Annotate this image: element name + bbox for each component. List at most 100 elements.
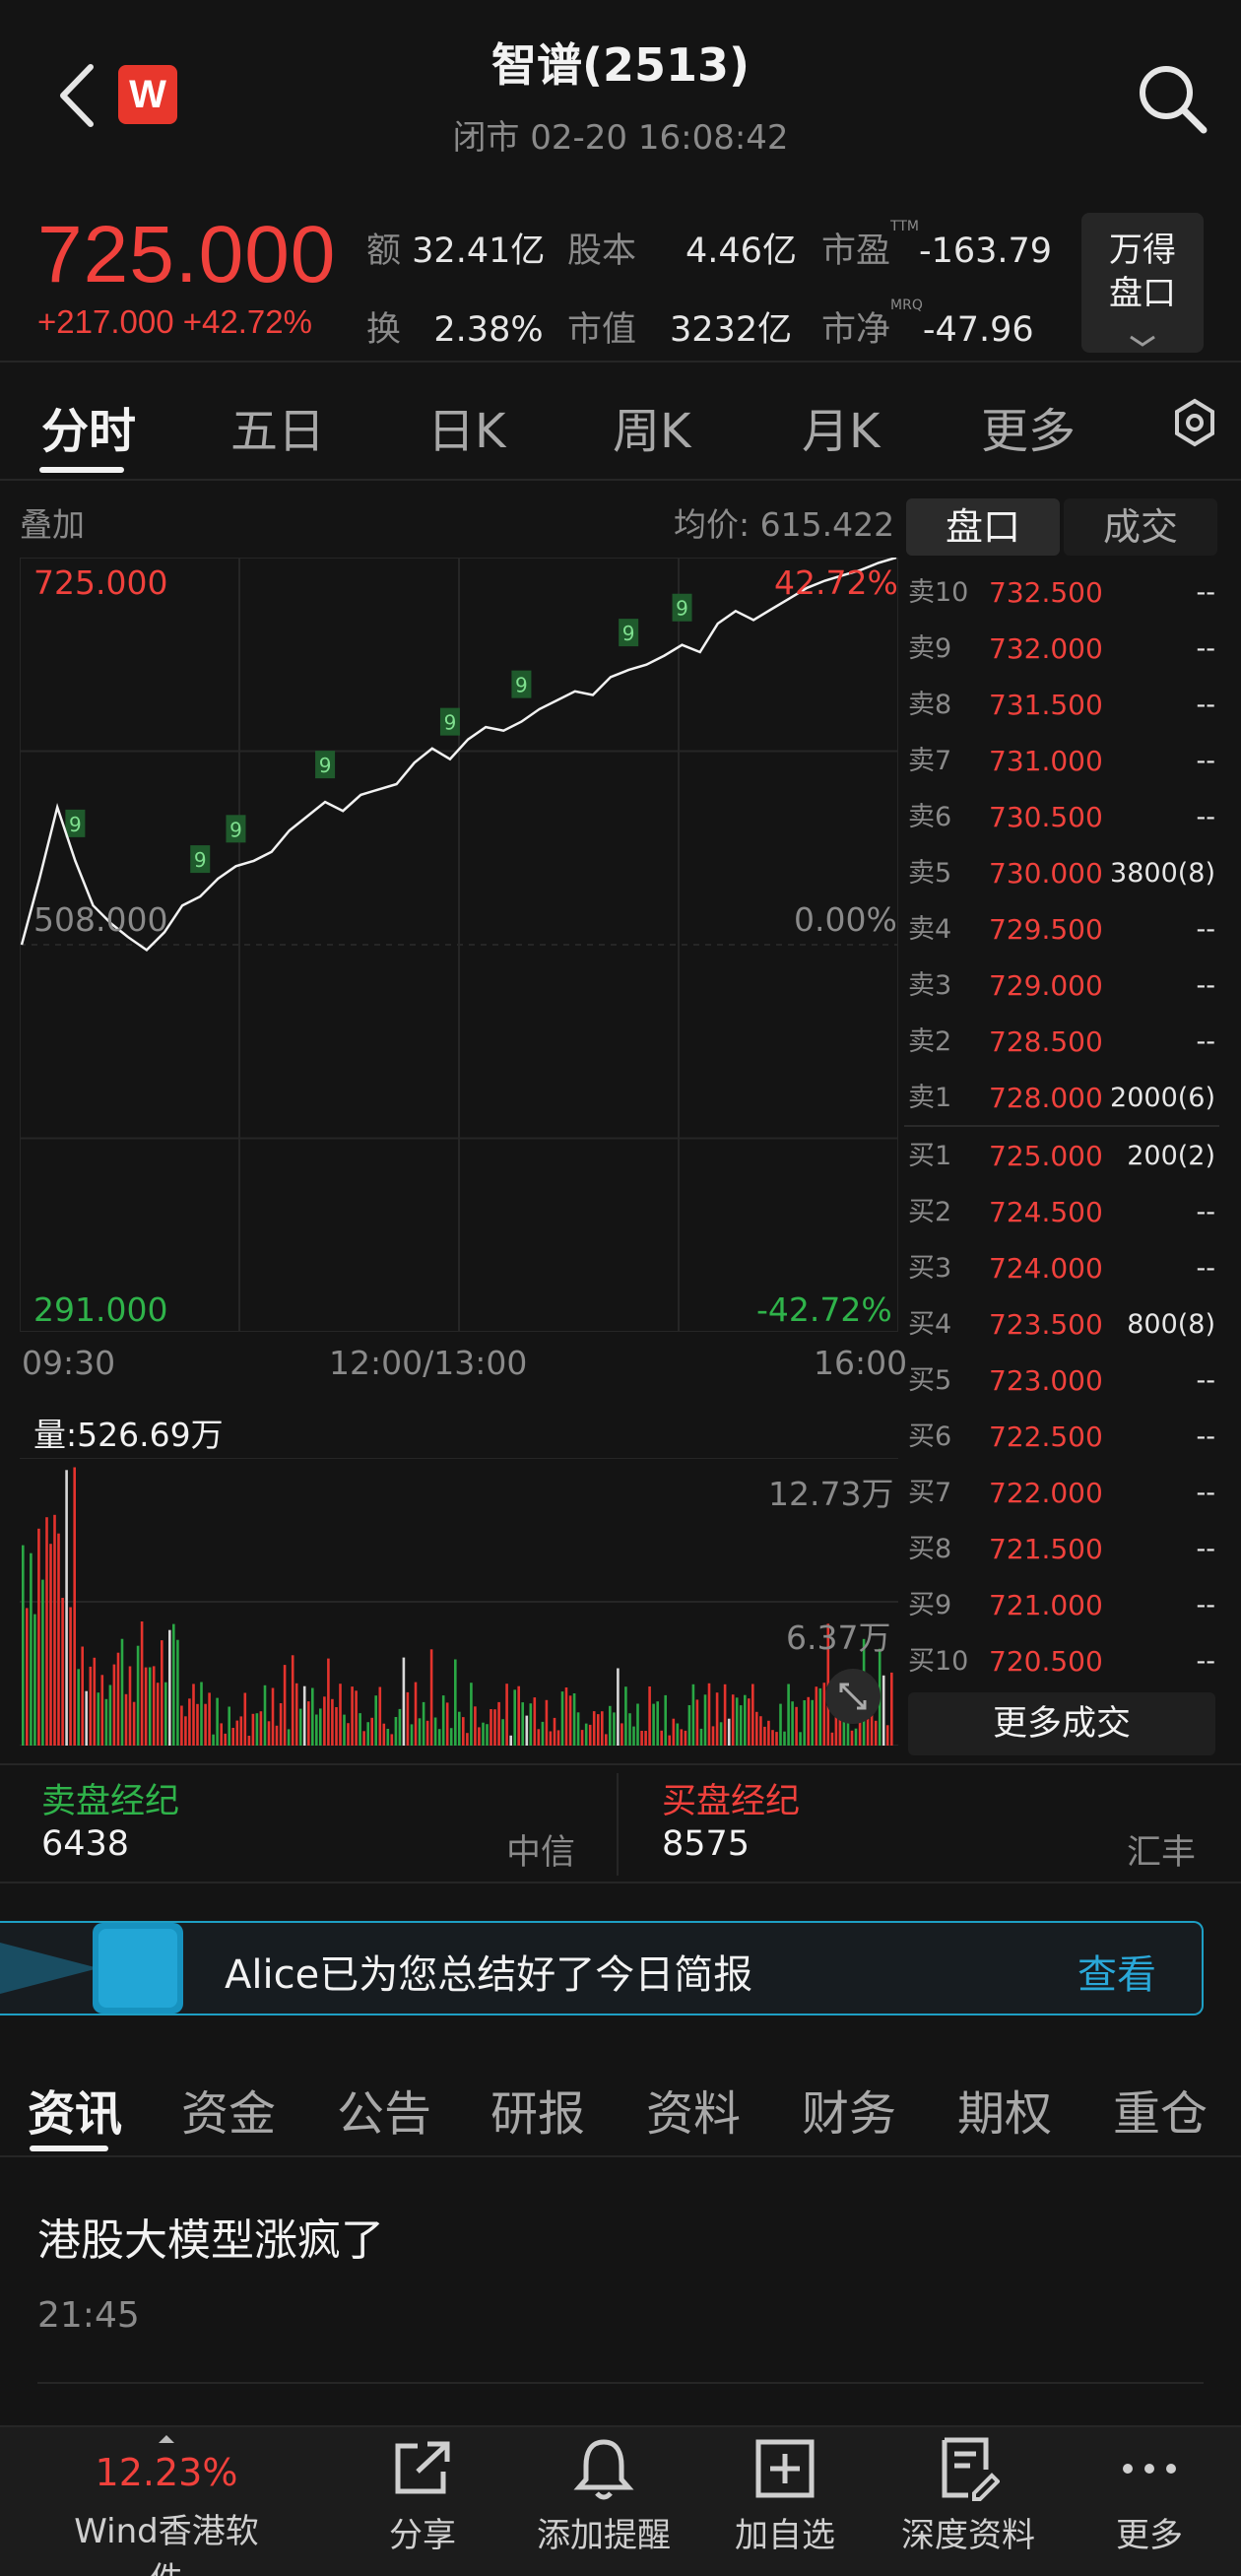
settings-gear-icon[interactable]: [1172, 398, 1217, 447]
volume-bar: [890, 1672, 893, 1746]
volume-bar: [525, 1715, 529, 1746]
volume-bar: [735, 1697, 739, 1746]
bid-level: 买9: [908, 1590, 952, 1620]
volume-bar: [418, 1718, 422, 1746]
volume-bar: [394, 1717, 398, 1746]
stat-turnover: 额 32.41亿: [366, 231, 546, 271]
volume-bar: [359, 1713, 361, 1746]
tab-capital[interactable]: 资金: [181, 2086, 277, 2142]
ask-row[interactable]: 卖7 731.000 --: [908, 734, 1219, 789]
add-watchlist-button[interactable]: 加自选: [682, 2433, 888, 2556]
volume-bar: [437, 1729, 441, 1746]
volume-bar: [255, 1713, 259, 1746]
bid-row[interactable]: 买9 721.000 --: [908, 1578, 1219, 1633]
ask-row[interactable]: 卖6 730.500 --: [908, 790, 1219, 845]
wind-hk-software-button[interactable]: 12.23% Wind香港软件: [63, 2433, 270, 2576]
bid-row[interactable]: 买8 721.500 --: [908, 1522, 1219, 1577]
ask-row[interactable]: 卖9 732.000 --: [908, 622, 1219, 677]
buy-broker-name[interactable]: 汇丰: [1127, 1833, 1197, 1873]
tab-profile[interactable]: 资料: [646, 2086, 742, 2142]
bid-row[interactable]: 买3 724.000 --: [908, 1241, 1219, 1296]
bid-row[interactable]: 买7 722.000 --: [908, 1466, 1219, 1521]
buy-broker-code[interactable]: 8575: [662, 1824, 751, 1864]
bid-row[interactable]: 买2 724.500 --: [908, 1185, 1219, 1240]
volume-bar: [49, 1544, 52, 1746]
volume-bar: [120, 1638, 124, 1746]
tab-options[interactable]: 期权: [957, 2086, 1053, 2142]
ask-row[interactable]: 卖5 730.000 3800(8): [908, 846, 1219, 901]
bid-level: 买3: [908, 1253, 952, 1284]
news-tab-indicator: [30, 2146, 108, 2151]
ask-level: 卖7: [908, 746, 952, 776]
tab-financials[interactable]: 财务: [802, 2086, 897, 2142]
share-button[interactable]: 分享: [319, 2433, 526, 2556]
volume-bar: [200, 1682, 203, 1746]
ask-price: 728.500: [989, 1025, 1103, 1058]
more-trades-button[interactable]: 更多成交: [908, 1692, 1215, 1755]
bid-row[interactable]: 买1 725.000 200(2): [908, 1129, 1219, 1184]
sell-broker-name[interactable]: 中信: [506, 1833, 576, 1873]
tab-five-day[interactable]: 五日: [230, 404, 326, 459]
bid-row[interactable]: 买5 723.000 --: [908, 1354, 1219, 1409]
bid-row[interactable]: 买4 723.500 800(8): [908, 1297, 1219, 1353]
volume-bar: [188, 1698, 191, 1746]
volume-bar: [220, 1723, 223, 1746]
news-item-time: 21:45: [37, 2295, 140, 2336]
volume-tick-mid: 6.37万: [786, 1618, 891, 1657]
volume-bar: [620, 1723, 623, 1746]
add-alert-button[interactable]: 添加提醒: [500, 2433, 707, 2556]
tab-trades[interactable]: 成交: [1064, 498, 1217, 556]
more-button[interactable]: 更多: [1046, 2433, 1241, 2556]
bid-price: 722.000: [989, 1477, 1103, 1509]
banner-view-link[interactable]: 查看: [1078, 1952, 1156, 1998]
news-divider: [37, 2382, 1204, 2384]
stat-shares: 股本 4.46亿: [567, 231, 797, 271]
tab-research[interactable]: 研报: [490, 2086, 586, 2142]
news-item-title[interactable]: 港股大模型涨疯了: [37, 2215, 384, 2266]
ask-row[interactable]: 卖1 728.000 2000(6): [908, 1071, 1219, 1126]
active-tab-indicator: [39, 467, 124, 473]
deep-data-button[interactable]: 深度资料: [865, 2433, 1072, 2556]
tab-intraday[interactable]: 分时: [41, 404, 137, 459]
overlay-button[interactable]: 叠加: [20, 505, 85, 544]
volume-bar: [830, 1732, 834, 1746]
bid-level: 买5: [908, 1365, 952, 1396]
ask-row[interactable]: 卖8 731.500 --: [908, 678, 1219, 733]
page-title: 智谱(2513): [490, 38, 751, 92]
search-icon[interactable]: [1133, 59, 1211, 138]
volume-bar: [636, 1703, 639, 1746]
ask-row[interactable]: 卖3 729.000 --: [908, 958, 1219, 1014]
tab-holdings[interactable]: 重仓: [1113, 2086, 1208, 2142]
ask-row[interactable]: 卖10 732.500 --: [908, 565, 1219, 621]
volume-bar: [731, 1694, 735, 1746]
volume-bar: [644, 1731, 647, 1746]
back-arrow-icon[interactable]: [51, 61, 104, 130]
alice-banner[interactable]: [0, 1921, 1204, 2015]
buy-broker-title: 买盘经纪: [662, 1782, 801, 1821]
tab-news[interactable]: 资讯: [28, 2086, 123, 2142]
ask-row[interactable]: 卖4 729.500 --: [908, 902, 1219, 958]
sell-broker-code[interactable]: 6438: [41, 1824, 130, 1864]
ask-level: 卖3: [908, 970, 952, 1001]
bid-row[interactable]: 买6 722.500 --: [908, 1410, 1219, 1465]
ask-row[interactable]: 卖2 728.500 --: [908, 1015, 1219, 1070]
volume-bar: [347, 1723, 350, 1746]
tab-announcements[interactable]: 公告: [337, 2086, 432, 2142]
volume-bar: [807, 1696, 810, 1746]
tab-monthly-k[interactable]: 月K: [802, 404, 881, 459]
wind-plate-button[interactable]: 万得 盘口: [1081, 213, 1204, 353]
tab-more[interactable]: 更多: [981, 404, 1077, 459]
expand-icon[interactable]: [823, 1667, 882, 1726]
volume-bar: [882, 1675, 885, 1746]
tab-daily-k[interactable]: 日K: [427, 404, 506, 459]
bid-row[interactable]: 买10 720.500 --: [908, 1634, 1219, 1689]
tab-weekly-k[interactable]: 周K: [613, 404, 691, 459]
volume-bar: [81, 1646, 84, 1746]
volume-bar: [458, 1711, 461, 1746]
tab-orderbook[interactable]: 盘口: [906, 498, 1060, 556]
bid-volume: --: [1196, 1365, 1216, 1396]
volume-bar: [386, 1729, 390, 1746]
volume-bar: [509, 1735, 512, 1746]
volume-bar: [315, 1714, 318, 1746]
caret-up-icon: [159, 2435, 174, 2443]
